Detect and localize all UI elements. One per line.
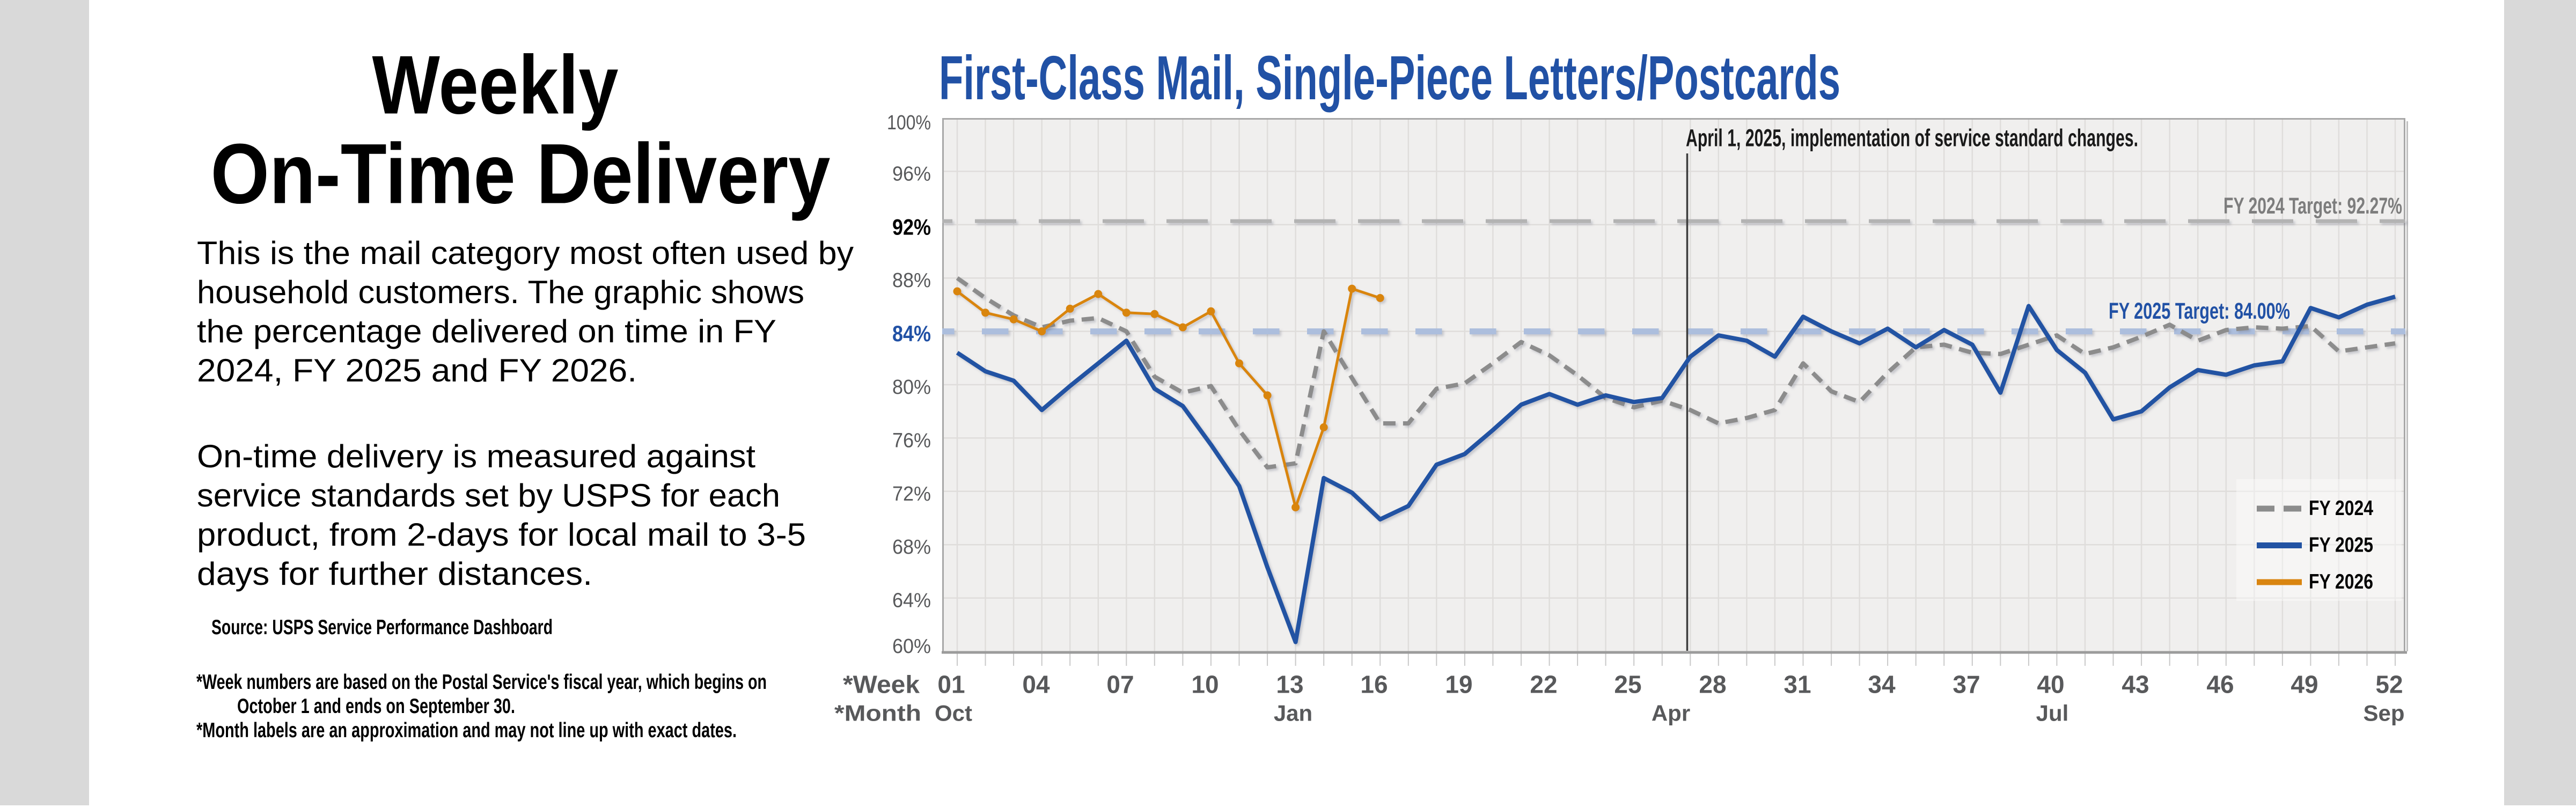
svg-text:80%: 80%: [892, 376, 931, 399]
svg-text:37: 37: [1953, 671, 1980, 699]
svg-text:07: 07: [1106, 671, 1134, 699]
svg-text:Jan: Jan: [1274, 701, 1312, 726]
svg-text:household customers. The graph: household customers. The graphic shows: [197, 274, 804, 310]
svg-text:25: 25: [1614, 671, 1641, 699]
svg-text:72%: 72%: [892, 483, 931, 505]
svg-text:This is the mail category most: This is the mail category most often use…: [197, 235, 854, 271]
svg-text:43: 43: [2122, 671, 2149, 699]
svg-text:34: 34: [1868, 671, 1896, 699]
svg-text:01: 01: [937, 671, 965, 699]
svg-text:96%: 96%: [892, 163, 931, 185]
svg-text:On-time delivery is measured a: On-time delivery is measured against: [197, 438, 755, 474]
svg-text:46: 46: [2206, 671, 2234, 699]
svg-text:the percentage delivered on ti: the percentage delivered on time in FY: [197, 313, 776, 349]
svg-text:days for further distances.: days for further distances.: [197, 556, 592, 592]
svg-text:October 1 and ends on Septembe: October 1 and ends on September 30.: [237, 695, 515, 718]
svg-text:Oct: Oct: [935, 701, 972, 726]
svg-text:76%: 76%: [892, 429, 931, 452]
svg-text:service standards set by USPS: service standards set by USPS for each: [197, 478, 780, 513]
svg-text:16: 16: [1360, 671, 1388, 699]
svg-text:64%: 64%: [892, 590, 931, 612]
svg-text:Weekly: Weekly: [372, 39, 619, 131]
svg-text:Apr: Apr: [1652, 701, 1690, 726]
svg-text:28: 28: [1699, 671, 1726, 699]
svg-text:FY 2026: FY 2026: [2309, 570, 2373, 593]
svg-text:FY 2024 Target: 92.27%: FY 2024 Target: 92.27%: [2223, 193, 2402, 219]
svg-text:April 1, 2025, implementation: April 1, 2025, implementation of service…: [1686, 124, 2138, 152]
svg-text:First-Class Mail, Single-Piece: First-Class Mail, Single-Piece Letters/P…: [939, 43, 1840, 113]
svg-text:product, from 2-days for local: product, from 2-days for local mail to 3…: [197, 517, 806, 553]
svg-text:92%: 92%: [892, 214, 931, 239]
svg-text:FY 2025: FY 2025: [2309, 534, 2373, 557]
svg-text:31: 31: [1784, 671, 1811, 699]
svg-text:*Month labels are an approxima: *Month labels are an approximation and m…: [196, 719, 737, 742]
svg-text:Sep: Sep: [2363, 701, 2404, 726]
svg-text:2024, FY 2025 and FY 2026.: 2024, FY 2025 and FY 2026.: [197, 352, 637, 388]
svg-text:60%: 60%: [892, 635, 931, 658]
svg-text:Jul: Jul: [2036, 701, 2069, 726]
svg-text:13: 13: [1276, 671, 1303, 699]
svg-text:04: 04: [1022, 671, 1050, 699]
svg-text:*Week: *Week: [843, 671, 920, 699]
svg-text:*Month: *Month: [834, 701, 921, 726]
svg-text:49: 49: [2291, 671, 2318, 699]
svg-text:*Week numbers are based on the: *Week numbers are based on the Postal Se…: [196, 671, 767, 694]
svg-text:52: 52: [2375, 671, 2403, 699]
svg-text:22: 22: [1530, 671, 1557, 699]
svg-text:40: 40: [2037, 671, 2064, 699]
svg-text:100%: 100%: [887, 112, 931, 134]
svg-text:88%: 88%: [892, 269, 931, 292]
svg-text:10: 10: [1191, 671, 1219, 699]
svg-text:68%: 68%: [892, 536, 931, 559]
svg-text:19: 19: [1445, 671, 1472, 699]
svg-text:84%: 84%: [892, 321, 931, 346]
svg-text:Source: USPS Service Performan: Source: USPS Service Performance Dashboa…: [211, 616, 553, 639]
svg-text:On-Time Delivery: On-Time Delivery: [211, 126, 831, 222]
svg-text:FY 2025 Target: 84.00%: FY 2025 Target: 84.00%: [2109, 298, 2290, 324]
svg-text:FY 2024: FY 2024: [2309, 497, 2373, 520]
